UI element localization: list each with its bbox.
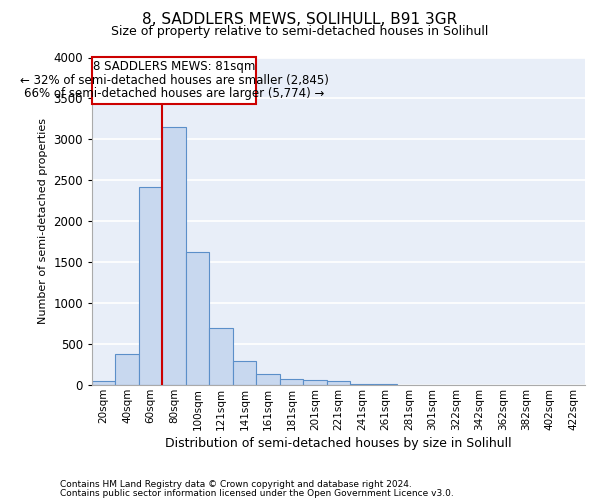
Bar <box>163 127 186 385</box>
Text: Contains HM Land Registry data © Crown copyright and database right 2024.: Contains HM Land Registry data © Crown c… <box>60 480 412 489</box>
Bar <box>374 384 397 385</box>
Bar <box>92 58 256 104</box>
Text: 8, SADDLERS MEWS, SOLIHULL, B91 3GR: 8, SADDLERS MEWS, SOLIHULL, B91 3GR <box>142 12 458 28</box>
Bar <box>303 380 327 385</box>
Text: 8 SADDLERS MEWS: 81sqm: 8 SADDLERS MEWS: 81sqm <box>93 60 256 74</box>
Bar <box>327 381 350 385</box>
Bar <box>350 384 374 385</box>
Bar <box>139 187 163 385</box>
Bar <box>115 354 139 385</box>
Bar <box>186 252 209 385</box>
Text: ← 32% of semi-detached houses are smaller (2,845): ← 32% of semi-detached houses are smalle… <box>20 74 329 88</box>
Bar <box>233 360 256 385</box>
Text: Contains public sector information licensed under the Open Government Licence v3: Contains public sector information licen… <box>60 488 454 498</box>
Bar <box>280 380 303 385</box>
Text: Size of property relative to semi-detached houses in Solihull: Size of property relative to semi-detach… <box>112 25 488 38</box>
Bar <box>209 328 233 385</box>
Text: 66% of semi-detached houses are larger (5,774) →: 66% of semi-detached houses are larger (… <box>24 88 325 101</box>
Bar <box>256 374 280 385</box>
Y-axis label: Number of semi-detached properties: Number of semi-detached properties <box>38 118 48 324</box>
Bar <box>92 381 115 385</box>
X-axis label: Distribution of semi-detached houses by size in Solihull: Distribution of semi-detached houses by … <box>165 437 512 450</box>
